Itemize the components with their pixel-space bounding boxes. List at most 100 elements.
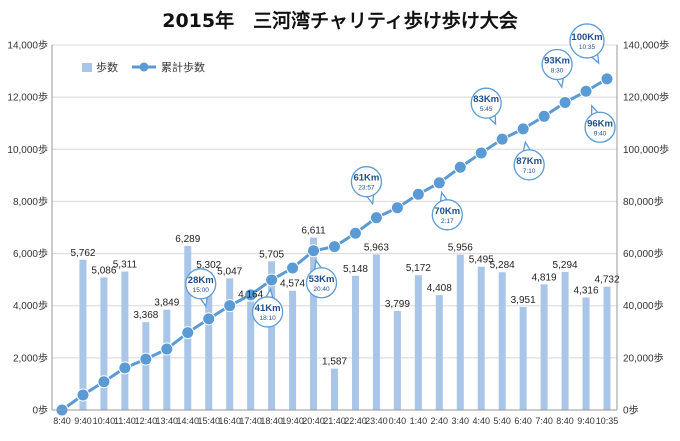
x-tick-label: 14:40 <box>177 416 200 426</box>
bar-data-label: 5,047 <box>217 266 242 277</box>
line-point <box>537 109 551 123</box>
line-point <box>118 361 132 375</box>
bar-data-label: 6,611 <box>301 226 326 237</box>
callout-distance: 96Km <box>587 118 613 129</box>
x-tick-label: 11:40 <box>114 416 136 426</box>
legend: 歩数 累計歩数 <box>82 60 205 74</box>
bar <box>582 297 590 410</box>
x-tick-label: 3:40 <box>452 416 470 426</box>
line-series <box>55 72 614 417</box>
chart-title: 2015年 三河湾チャリティ歩け歩け大会 <box>162 9 518 32</box>
y-right-tick-label: 60,000歩 <box>623 247 664 260</box>
bar <box>414 275 422 410</box>
x-tick-label: 10:40 <box>93 416 116 426</box>
x-tick-label: 16:40 <box>218 416 241 426</box>
bar <box>163 309 171 410</box>
callout-time: 23:57 <box>358 185 375 192</box>
x-tick-label: 6:40 <box>514 416 532 426</box>
bar <box>226 278 234 410</box>
callout-distance: 53Km <box>309 274 335 285</box>
y-left-tick-label: 0歩 <box>32 404 48 417</box>
bar <box>351 275 359 410</box>
bar-data-label: 6,289 <box>175 234 200 245</box>
bar <box>289 290 297 410</box>
y-left-tick-label: 2,000歩 <box>13 351 48 364</box>
line-point <box>453 160 467 174</box>
callout-time: 8:30 <box>551 68 564 75</box>
bar-data-label: 5,172 <box>406 263 431 274</box>
line-point <box>181 326 195 340</box>
callout-distance: 61Km <box>353 173 379 184</box>
bar-data-label: 5,086 <box>91 265 116 276</box>
legend-line-label: 累計歩数 <box>161 60 205 74</box>
bar <box>393 310 401 410</box>
x-tick-label: 21:40 <box>323 416 346 426</box>
bar <box>142 322 150 410</box>
callout-time: 2:17 <box>441 218 454 225</box>
line-point <box>328 240 341 254</box>
line-point <box>160 342 174 356</box>
x-tick-label: 5:40 <box>493 416 511 426</box>
line-point <box>432 176 446 190</box>
x-tick-label: 9:40 <box>577 416 595 426</box>
bar-data-label: 5,705 <box>259 249 284 260</box>
line-point <box>516 122 530 136</box>
bar <box>79 259 87 410</box>
bar-data-label: 4,316 <box>574 285 599 296</box>
callout-bubble-fill <box>433 201 461 229</box>
bar <box>268 261 276 410</box>
y-right-tick-label: 80,000歩 <box>623 195 664 208</box>
bar-data-label: 3,368 <box>133 310 158 321</box>
x-tick-label: 0:40 <box>389 416 407 426</box>
bar-data-label: 5,495 <box>469 255 494 266</box>
x-tick-label: 4:40 <box>472 416 490 426</box>
callout-time: 18:10 <box>259 315 276 322</box>
line-point <box>411 187 425 201</box>
x-tick-label: 18:40 <box>260 416 283 426</box>
callout-bubble-fill <box>571 25 603 57</box>
callout-distance: 28Km <box>188 275 214 286</box>
line-point <box>369 211 383 225</box>
callout-bubble-fill <box>515 151 543 179</box>
line-point <box>495 132 509 146</box>
callout-bubble-fill <box>352 168 381 196</box>
x-tick-label: 8:40 <box>53 416 71 426</box>
x-tick-label: 2:40 <box>431 416 449 426</box>
line-point <box>202 312 216 326</box>
callout-distance: 87Km <box>516 156 542 167</box>
y-left-tick-label: 14,000歩 <box>7 39 48 52</box>
callout-bubble-fill <box>307 269 336 297</box>
callout-time: 9:40 <box>594 130 607 137</box>
bar <box>477 266 485 410</box>
bar-data-label: 1,587 <box>322 357 347 368</box>
y-right-tick-label: 140,000歩 <box>623 39 669 52</box>
x-tick-label: 17:40 <box>239 416 262 426</box>
bar <box>498 272 506 410</box>
bar-data-label: 5,284 <box>490 260 515 271</box>
x-tick-label: 12:40 <box>135 416 158 426</box>
y-left-tick-label: 6,000歩 <box>13 247 48 260</box>
line-point <box>390 201 404 215</box>
bar <box>519 306 527 410</box>
y-left-tick-label: 4,000歩 <box>13 299 48 312</box>
x-tick-label: 8:40 <box>556 416 574 426</box>
bar-data-label: 4,574 <box>280 279 305 290</box>
y-right-tick-label: 120,000歩 <box>623 91 669 104</box>
legend-line-marker <box>139 62 149 72</box>
line-point <box>307 244 321 258</box>
line-point <box>600 72 614 86</box>
bar-data-label: 4,408 <box>427 283 452 294</box>
line-point <box>474 146 488 160</box>
x-tick-label: 10:35 <box>596 416 619 426</box>
y-right-tick-label: 20,000歩 <box>623 351 664 364</box>
bar-data-label: 4,164 <box>238 289 263 300</box>
callout-time: 5:45 <box>480 106 493 113</box>
callout-distance: 93Km <box>544 56 570 67</box>
callout-bubble-fill <box>586 113 614 141</box>
axes: 0歩 0歩 2,000歩 20,000歩 4,000歩 40,000歩 6,000歩 60,0… <box>7 39 669 427</box>
bar-data-label: 5,148 <box>343 264 368 275</box>
x-tick-label: 7:40 <box>535 416 553 426</box>
bar <box>603 286 611 410</box>
